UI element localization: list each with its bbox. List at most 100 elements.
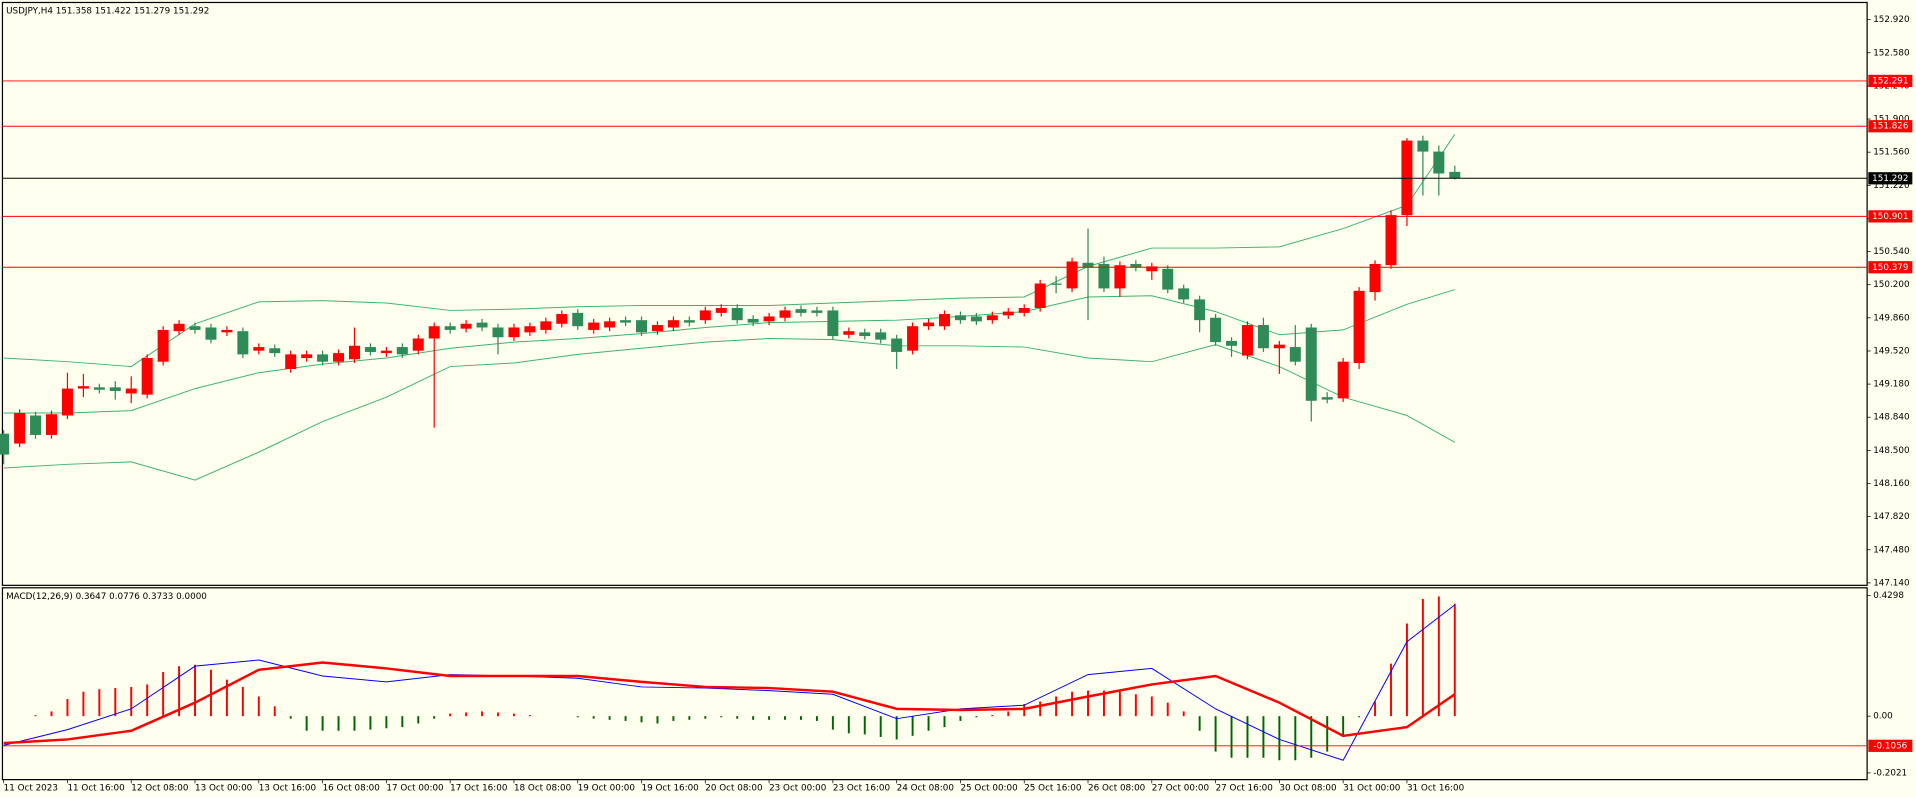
- candle-body: [1034, 283, 1046, 308]
- x-tick-label: 27 Oct 16:00: [1216, 784, 1273, 794]
- y-tick-label: 150.200: [1873, 280, 1909, 290]
- macd-panel: [1, 587, 1868, 781]
- y-tick-label: 152.580: [1873, 48, 1909, 58]
- candle-body: [237, 331, 249, 355]
- x-tick-label: 26 Oct 08:00: [1088, 784, 1145, 794]
- x-tick-label: 12 Oct 08:00: [131, 784, 188, 794]
- candle-body: [317, 354, 329, 362]
- level-label-box: [1868, 261, 1913, 274]
- y-tick-label: 151.560: [1873, 148, 1909, 158]
- candle-body: [986, 315, 998, 321]
- x-tick-label: 24 Oct 08:00: [897, 784, 954, 794]
- candle-body: [1082, 262, 1094, 268]
- candle-body: [954, 315, 966, 321]
- level-label: 152.291: [1872, 76, 1908, 86]
- candle-body: [1337, 361, 1349, 399]
- candle-body: [269, 348, 281, 354]
- candle-body: [1385, 215, 1397, 266]
- candle-body: [1146, 266, 1158, 272]
- y-tick-label: 148.840: [1873, 413, 1909, 423]
- y-tick-label: 147.480: [1873, 545, 1909, 555]
- x-tick-label: 30 Oct 08:00: [1279, 784, 1336, 794]
- candle-body: [1241, 325, 1253, 356]
- candle-body: [1226, 340, 1238, 346]
- candle-body: [907, 326, 919, 351]
- indicator-line: [3, 289, 1455, 414]
- candle-body: [636, 320, 648, 333]
- candle-body: [125, 388, 137, 394]
- candle-body: [61, 388, 73, 416]
- level-label: -0.1056: [1873, 741, 1907, 751]
- candle-body: [1289, 347, 1301, 362]
- candle-body: [189, 326, 201, 330]
- indicator-line: [3, 604, 1456, 761]
- level-label-box: [1868, 210, 1913, 223]
- candle-body: [428, 326, 440, 339]
- candle-body: [859, 332, 871, 337]
- candle-body: [508, 327, 520, 338]
- level-label: 151.826: [1872, 122, 1909, 132]
- candle-body: [1194, 299, 1206, 321]
- x-tick-label: 19 Oct 00:00: [578, 784, 635, 794]
- candle-body: [556, 314, 568, 324]
- main-panel: [1, 1, 1868, 586]
- candle-body: [843, 331, 855, 335]
- y-tick-label: 147.140: [1873, 578, 1909, 588]
- x-tick-label: 17 Oct 00:00: [386, 784, 443, 794]
- candle-body: [444, 326, 456, 330]
- candle-body: [715, 307, 727, 313]
- y-tick-label: 149.180: [1873, 380, 1909, 390]
- y-tick-label: 147.820: [1873, 512, 1909, 522]
- x-tick-label: 17 Oct 16:00: [450, 784, 507, 794]
- candle-body: [157, 329, 169, 362]
- indicator-line: [3, 338, 1456, 481]
- y-tick-label: 148.500: [1873, 446, 1909, 456]
- level-label-box: [1868, 739, 1913, 752]
- candle-body: [1178, 288, 1190, 300]
- candle-body: [492, 327, 504, 338]
- candle-body: [1018, 307, 1030, 313]
- candle-body: [460, 323, 472, 329]
- candle-body: [1257, 325, 1269, 349]
- indicator-title: MACD(12,26,9) 0.3647 0.0776 0.3733 0.000…: [6, 592, 207, 602]
- x-tick-label: 31 Oct 00:00: [1343, 784, 1400, 794]
- candle-body: [333, 353, 345, 362]
- candle-body: [77, 386, 89, 389]
- candle-body: [109, 387, 121, 392]
- x-tick-label: 13 Oct 16:00: [259, 784, 316, 794]
- candle-body: [1162, 268, 1174, 290]
- candle-body: [396, 347, 408, 355]
- candle-body: [970, 316, 982, 322]
- candle-body: [540, 321, 552, 330]
- candle-body: [1098, 263, 1110, 289]
- candle-body: [1273, 344, 1285, 349]
- candle-body: [364, 347, 376, 352]
- y-tick-label: 0.4298: [1873, 591, 1904, 601]
- candle-body: [651, 325, 663, 332]
- y-tick-label: 0.00: [1873, 712, 1893, 722]
- y-tick-label: 150.540: [1873, 247, 1909, 257]
- x-tick-label: 18 Oct 08:00: [514, 784, 571, 794]
- candle-body: [667, 320, 679, 328]
- candle-body: [476, 322, 488, 328]
- candle-body: [604, 321, 616, 328]
- candle-body: [938, 314, 950, 327]
- x-tick-label: 23 Oct 16:00: [833, 784, 890, 794]
- candle-body: [1130, 263, 1142, 268]
- candle-body: [412, 338, 424, 351]
- candle-body: [699, 310, 711, 321]
- candle-body: [1305, 327, 1317, 401]
- candle-body: [779, 310, 791, 318]
- candle-body: [93, 387, 105, 390]
- level-label: 150.379: [1872, 263, 1908, 273]
- candle-body: [827, 310, 839, 337]
- candle-body: [747, 318, 759, 323]
- candle-body: [221, 329, 233, 333]
- x-tick-label: 13 Oct 00:00: [195, 784, 252, 794]
- candle-body: [1369, 263, 1381, 293]
- candle-body: [253, 347, 265, 351]
- y-tick-label: 152.920: [1873, 15, 1909, 25]
- candle-body: [588, 322, 600, 330]
- candle-body: [572, 312, 584, 327]
